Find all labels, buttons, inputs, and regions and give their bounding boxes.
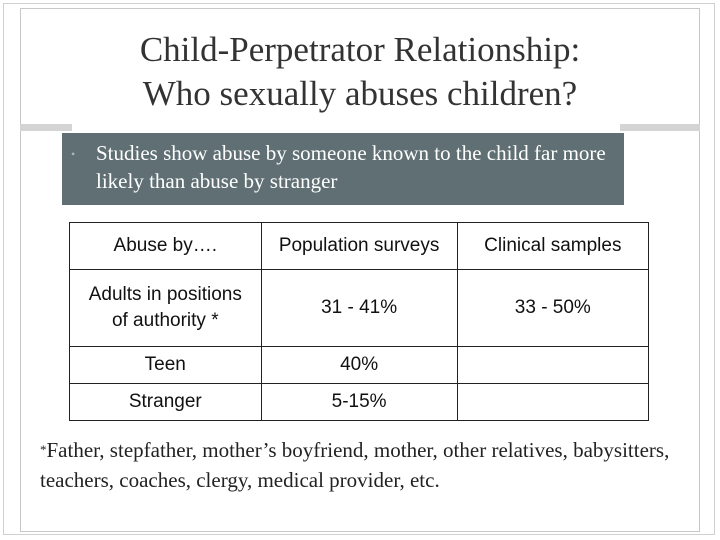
bullet-text: Studies show abuse by someone known to t… xyxy=(96,141,606,193)
table-header-row: Abuse by…. Population surveys Clinical s… xyxy=(69,222,650,270)
slide-inner-frame xyxy=(20,8,700,532)
footnote-text: Father, stepfather, mother’s boyfriend, … xyxy=(40,438,670,492)
title-line-2: Who sexually abuses children? xyxy=(142,74,578,113)
header-clinical-samples: Clinical samples xyxy=(456,222,650,270)
header-abuse-by: Abuse by…. xyxy=(69,222,262,270)
cell-clinical xyxy=(456,346,650,384)
cell-population: 31 - 41% xyxy=(260,269,458,347)
header-population-surveys: Population surveys xyxy=(260,222,458,270)
bullet-marker: • xyxy=(71,147,76,161)
slide-title: Child-Perpetrator Relationship: Who sexu… xyxy=(30,28,690,116)
row-label-stranger: Stranger xyxy=(69,383,262,421)
title-divider-right xyxy=(620,124,700,131)
title-line-1: Child-Perpetrator Relationship: xyxy=(139,30,581,69)
table-row: Teen 40% xyxy=(69,346,650,384)
cell-clinical: 33 - 50% xyxy=(456,269,650,347)
row-label-teen: Teen xyxy=(69,346,262,384)
footnote: *Father, stepfather, mother’s boyfriend,… xyxy=(40,435,690,495)
title-divider-left xyxy=(20,124,72,131)
footnote-marker: * xyxy=(40,442,47,457)
slide-outer-frame xyxy=(3,3,715,535)
cell-population: 40% xyxy=(260,346,458,384)
row-label-authority: Adults in positions of authority * xyxy=(69,269,262,347)
cell-population: 5-15% xyxy=(260,383,458,421)
row-label-line-2: of authority * xyxy=(111,310,219,331)
abuse-table: Abuse by…. Population surveys Clinical s… xyxy=(69,222,650,421)
row-label-line-1: Adults in positions xyxy=(88,284,242,305)
bullet-box: • Studies show abuse by someone known to… xyxy=(62,133,624,205)
cell-clinical xyxy=(456,383,650,421)
table-row: Adults in positions of authority * 31 - … xyxy=(69,269,650,347)
table-row: Stranger 5-15% xyxy=(69,383,650,421)
